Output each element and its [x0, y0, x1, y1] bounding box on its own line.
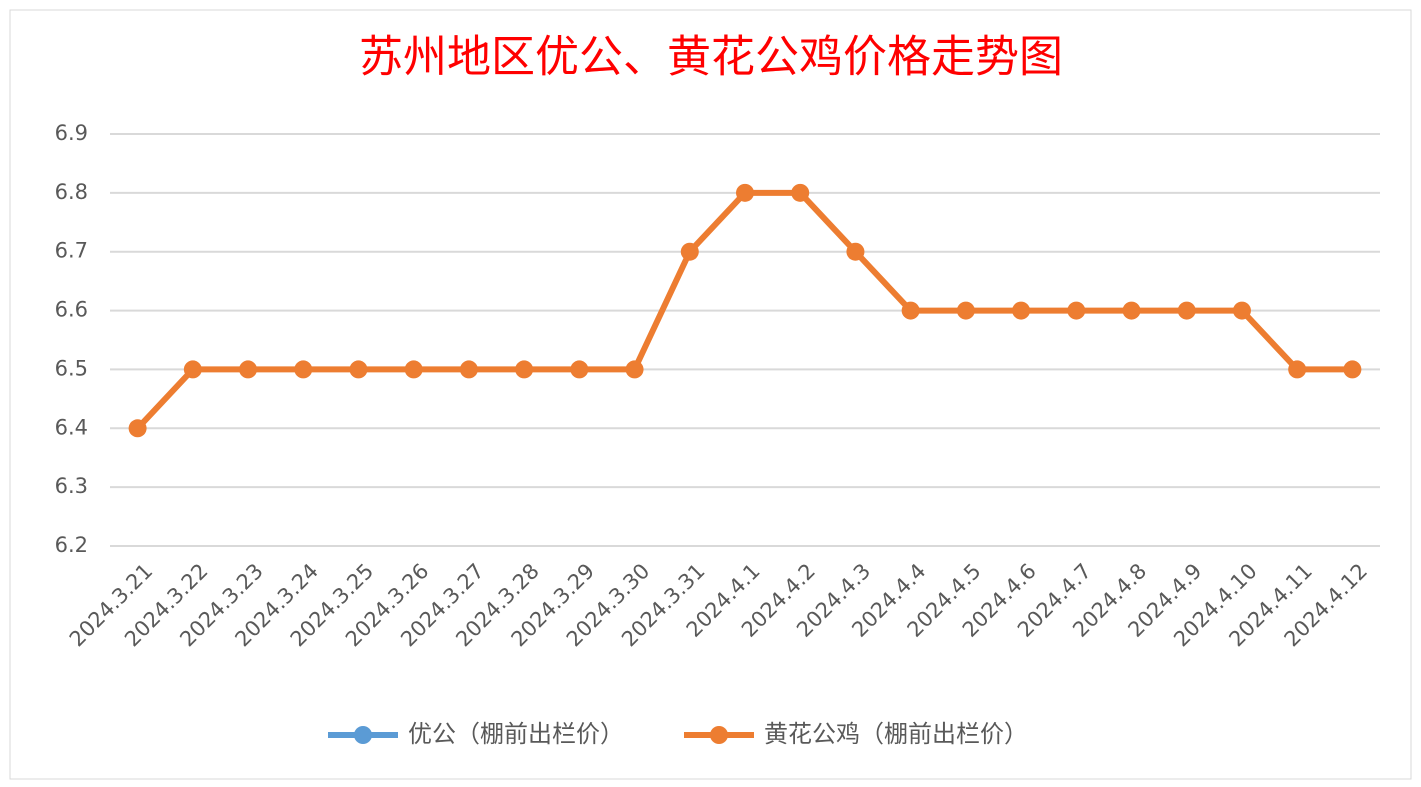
legend-label: 黄花公鸡（棚前出栏价） [764, 720, 1028, 748]
point [956, 301, 975, 320]
point [846, 242, 865, 261]
legend-marker [354, 726, 372, 744]
point [736, 183, 754, 202]
point [791, 183, 810, 202]
y-tick-label: 6.7 [55, 239, 88, 263]
point [404, 360, 423, 379]
y-tick-label: 6.4 [55, 415, 88, 439]
chart-border [9, 9, 1412, 780]
point [459, 360, 478, 379]
y-tick-label: 6.6 [55, 298, 88, 322]
point [1067, 301, 1086, 320]
point [680, 242, 699, 261]
point [1177, 301, 1196, 320]
y-tick-label: 6.2 [55, 533, 88, 557]
point [183, 360, 202, 379]
point [1012, 301, 1031, 320]
point [901, 301, 920, 320]
point [1288, 360, 1307, 379]
point [1232, 301, 1251, 320]
point [349, 360, 368, 379]
point [625, 360, 644, 379]
legend-marker [710, 726, 728, 744]
y-tick-label: 6.5 [55, 356, 88, 380]
point [570, 360, 589, 379]
point [1122, 301, 1141, 320]
chart-title: 苏州地区优公、黄花公鸡价格走势图 [359, 32, 1063, 83]
point [128, 419, 147, 438]
legend-label: 优公（棚前出栏价） [408, 720, 624, 748]
point [515, 360, 534, 379]
y-tick-label: 6.9 [55, 121, 88, 145]
point [1343, 360, 1362, 379]
point [239, 360, 258, 379]
y-tick-label: 6.8 [55, 180, 88, 204]
point [294, 360, 313, 379]
y-tick-label: 6.3 [55, 474, 88, 498]
